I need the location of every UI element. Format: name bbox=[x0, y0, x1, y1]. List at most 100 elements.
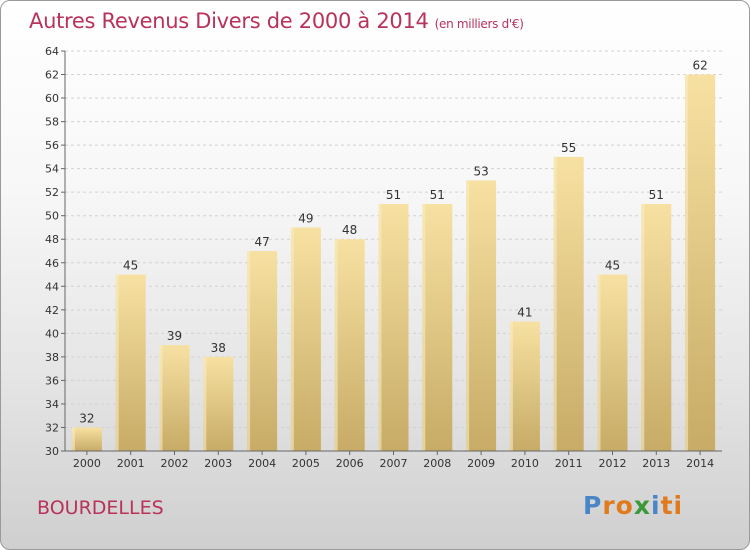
x-tick-label: 2005 bbox=[292, 457, 320, 470]
bar bbox=[422, 203, 453, 451]
bar-group: 51 bbox=[378, 188, 409, 451]
bar-value-label: 53 bbox=[473, 164, 488, 178]
bar-group: 48 bbox=[334, 223, 365, 451]
bar bbox=[597, 274, 628, 451]
bar-group: 55 bbox=[553, 141, 584, 451]
bar-group: 62 bbox=[685, 59, 716, 451]
x-tick-label: 2012 bbox=[599, 457, 627, 470]
y-tick-label: 62 bbox=[45, 69, 59, 82]
bar-highlight bbox=[378, 203, 382, 451]
bar-value-label: 51 bbox=[386, 188, 401, 202]
x-tick-label: 2007 bbox=[380, 457, 408, 470]
y-tick-label: 64 bbox=[45, 45, 59, 58]
bar-group: 38 bbox=[203, 341, 234, 451]
bar-value-label: 39 bbox=[167, 329, 182, 343]
x-tick-label: 2004 bbox=[248, 457, 276, 470]
x-tick-label: 2001 bbox=[117, 457, 145, 470]
y-tick-label: 54 bbox=[45, 163, 59, 176]
y-tick-label: 36 bbox=[45, 374, 59, 387]
x-tick-label: 2014 bbox=[686, 457, 714, 470]
bar-highlight bbox=[290, 227, 294, 451]
y-tick-label: 46 bbox=[45, 257, 59, 270]
x-tick-label: 2011 bbox=[555, 457, 583, 470]
axes: 30 32 34 36 38 40 42 44 46 48 50 52 54 56 58 60 62 64 2000… bbox=[45, 45, 722, 470]
bar bbox=[685, 74, 716, 451]
bar-value-label: 51 bbox=[430, 188, 445, 202]
x-tick-label: 2002 bbox=[161, 457, 189, 470]
bar-group: 41 bbox=[509, 306, 540, 451]
bar-highlight bbox=[597, 274, 601, 451]
bars: 32 45 39 38 47 49 48 51 51 53 41 55 45 51 62 bbox=[71, 59, 716, 452]
y-tick-label: 40 bbox=[45, 327, 59, 340]
y-tick-label: 48 bbox=[45, 233, 59, 246]
bar bbox=[290, 227, 321, 451]
proxiti-logo: Proxiti bbox=[583, 491, 684, 520]
y-tick-label: 44 bbox=[45, 280, 59, 293]
bar bbox=[509, 321, 540, 451]
bar-highlight bbox=[247, 251, 251, 451]
y-tick-label: 30 bbox=[45, 445, 59, 458]
y-tick-label: 32 bbox=[45, 421, 59, 434]
bar-value-label: 49 bbox=[298, 211, 313, 225]
bar-highlight bbox=[334, 239, 338, 451]
bar-value-label: 51 bbox=[649, 188, 664, 202]
y-tick-label: 38 bbox=[45, 351, 59, 364]
y-tick-label: 42 bbox=[45, 304, 59, 317]
bar bbox=[115, 274, 146, 451]
bar-group: 45 bbox=[597, 259, 628, 451]
bar bbox=[159, 345, 190, 451]
bar bbox=[334, 239, 365, 451]
bar-value-label: 47 bbox=[254, 235, 269, 249]
bar bbox=[553, 156, 584, 451]
y-tick-label: 56 bbox=[45, 139, 59, 152]
y-tick-label: 58 bbox=[45, 116, 59, 129]
bar-value-label: 45 bbox=[605, 259, 620, 273]
bar bbox=[378, 203, 409, 451]
chart-title-text: Autres Revenus Divers de 2000 à 2014 bbox=[29, 9, 429, 33]
bar bbox=[71, 427, 102, 451]
bar-highlight bbox=[509, 321, 513, 451]
bar-value-label: 41 bbox=[517, 306, 532, 320]
bar-group: 51 bbox=[641, 188, 672, 451]
chart-title: Autres Revenus Divers de 2000 à 2014 (en … bbox=[29, 9, 524, 33]
bar-group: 32 bbox=[71, 411, 102, 451]
commune-name: BOURDELLES bbox=[37, 497, 164, 519]
x-tick-label: 2000 bbox=[73, 457, 101, 470]
bar-group: 47 bbox=[247, 235, 278, 451]
bar-highlight bbox=[422, 203, 426, 451]
bar-value-label: 38 bbox=[211, 341, 226, 355]
y-tick-label: 34 bbox=[45, 398, 59, 411]
bar-value-label: 45 bbox=[123, 259, 138, 273]
bar-highlight bbox=[466, 180, 470, 452]
x-tick-label: 2013 bbox=[642, 457, 670, 470]
y-tick-label: 60 bbox=[45, 92, 59, 105]
bar-highlight bbox=[159, 345, 163, 451]
bar-value-label: 62 bbox=[692, 59, 707, 73]
x-tick-label: 2008 bbox=[423, 457, 451, 470]
x-tick-label: 2003 bbox=[204, 457, 232, 470]
chart-unit: (en milliers d'€) bbox=[434, 17, 524, 31]
bar bbox=[466, 180, 497, 452]
bar-highlight bbox=[685, 74, 689, 451]
bar-value-label: 48 bbox=[342, 223, 357, 237]
y-tick-label: 50 bbox=[45, 210, 59, 223]
bar-value-label: 32 bbox=[79, 411, 94, 425]
bar-highlight bbox=[553, 156, 557, 451]
bar bbox=[203, 356, 234, 451]
bar-group: 45 bbox=[115, 259, 146, 451]
bar-value-label: 55 bbox=[561, 141, 576, 155]
x-tick-label: 2010 bbox=[511, 457, 539, 470]
bar-highlight bbox=[115, 274, 119, 451]
bar-group: 51 bbox=[422, 188, 453, 451]
bar bbox=[641, 203, 672, 451]
bar-group: 53 bbox=[466, 164, 497, 452]
y-tick-label: 52 bbox=[45, 186, 59, 199]
bar-group: 39 bbox=[159, 329, 190, 451]
bar-group: 49 bbox=[290, 211, 321, 451]
x-tick-label: 2006 bbox=[336, 457, 364, 470]
x-tick-label: 2009 bbox=[467, 457, 495, 470]
bar-highlight bbox=[203, 356, 207, 451]
bar-highlight bbox=[641, 203, 645, 451]
